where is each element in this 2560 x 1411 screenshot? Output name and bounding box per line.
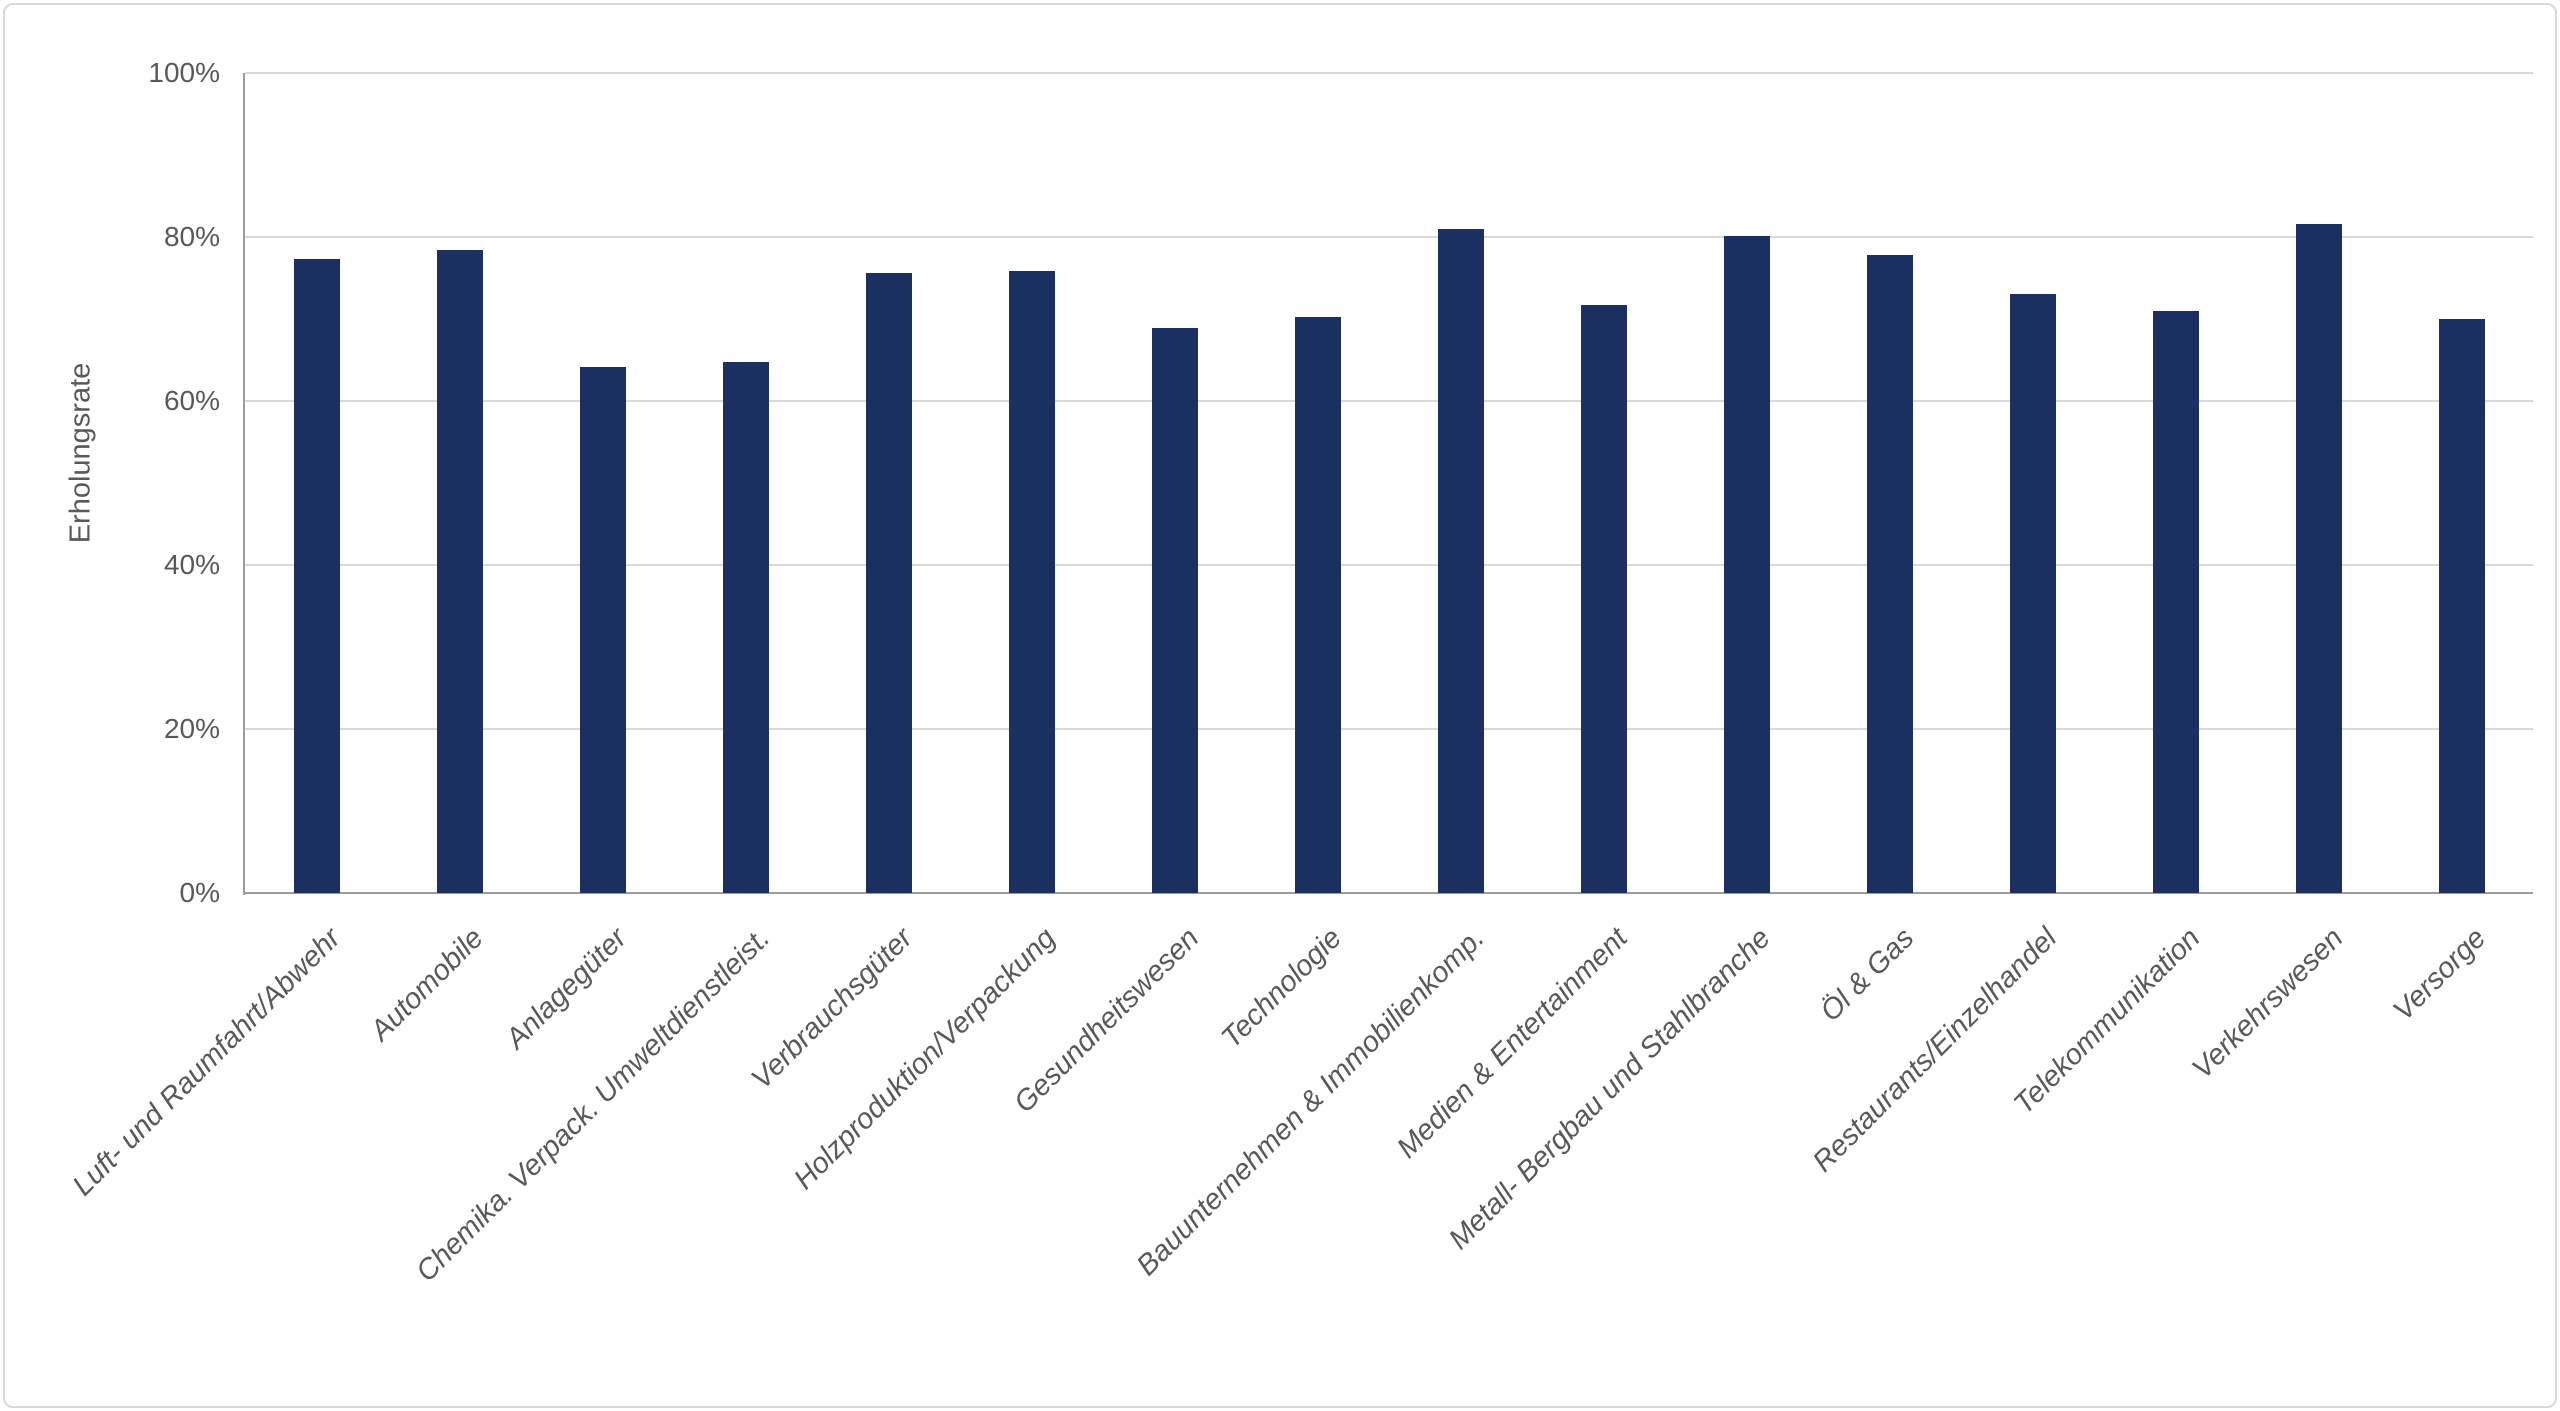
bar bbox=[1151, 328, 1198, 893]
bar bbox=[2009, 294, 2056, 893]
x-axis-category-label: Versorge bbox=[2387, 922, 2493, 1028]
bar bbox=[1723, 236, 1770, 893]
x-axis-category-label: Anlagegüter bbox=[499, 922, 634, 1056]
bar bbox=[293, 259, 340, 893]
y-axis-tick-label: 80% bbox=[163, 221, 220, 252]
x-axis-category-label: Holzproduktion/Verpackung bbox=[788, 922, 1063, 1196]
x-axis-category-label: Metall- Bergbau und Stahlbranche bbox=[1443, 922, 1778, 1256]
y-axis-tick-label: 20% bbox=[163, 713, 220, 744]
bar bbox=[2152, 310, 2199, 893]
y-axis-tick-label: 100% bbox=[148, 57, 220, 88]
x-axis-category-label: Luft- und Raumfahrt/Abwehr bbox=[66, 922, 348, 1203]
x-axis-category-label: Öl & Gas bbox=[1814, 922, 1921, 1028]
x-axis-category-label: Medien & Entertainment bbox=[1391, 922, 1635, 1165]
bar bbox=[2438, 319, 2485, 893]
x-axis-category-label: Automobile bbox=[364, 922, 491, 1048]
bar bbox=[722, 362, 769, 893]
gridline bbox=[245, 564, 2533, 566]
x-axis-line bbox=[245, 892, 2533, 894]
y-axis-tick-label: 40% bbox=[163, 549, 220, 580]
y-axis-tick-label: 0% bbox=[179, 877, 220, 908]
x-axis-category-label: Technologie bbox=[1215, 922, 1349, 1055]
y-axis-line bbox=[243, 73, 245, 895]
bar bbox=[2295, 223, 2342, 893]
gridline bbox=[245, 400, 2533, 402]
bar bbox=[865, 273, 912, 893]
bar bbox=[1294, 316, 1341, 893]
gridline bbox=[245, 728, 2533, 730]
gridline bbox=[245, 236, 2533, 238]
bar bbox=[436, 250, 483, 893]
bar bbox=[1008, 270, 1055, 893]
x-axis-category-label: Restaurants/Einzelhandel bbox=[1806, 922, 2064, 1179]
gridline bbox=[245, 72, 2533, 74]
bar bbox=[1580, 305, 1627, 893]
x-axis-category-label: Verkehrswesen bbox=[2185, 922, 2350, 1086]
y-axis-tick-label: 60% bbox=[163, 385, 220, 416]
bar bbox=[1866, 255, 1913, 893]
bar bbox=[1437, 228, 1484, 893]
bar bbox=[579, 367, 626, 893]
